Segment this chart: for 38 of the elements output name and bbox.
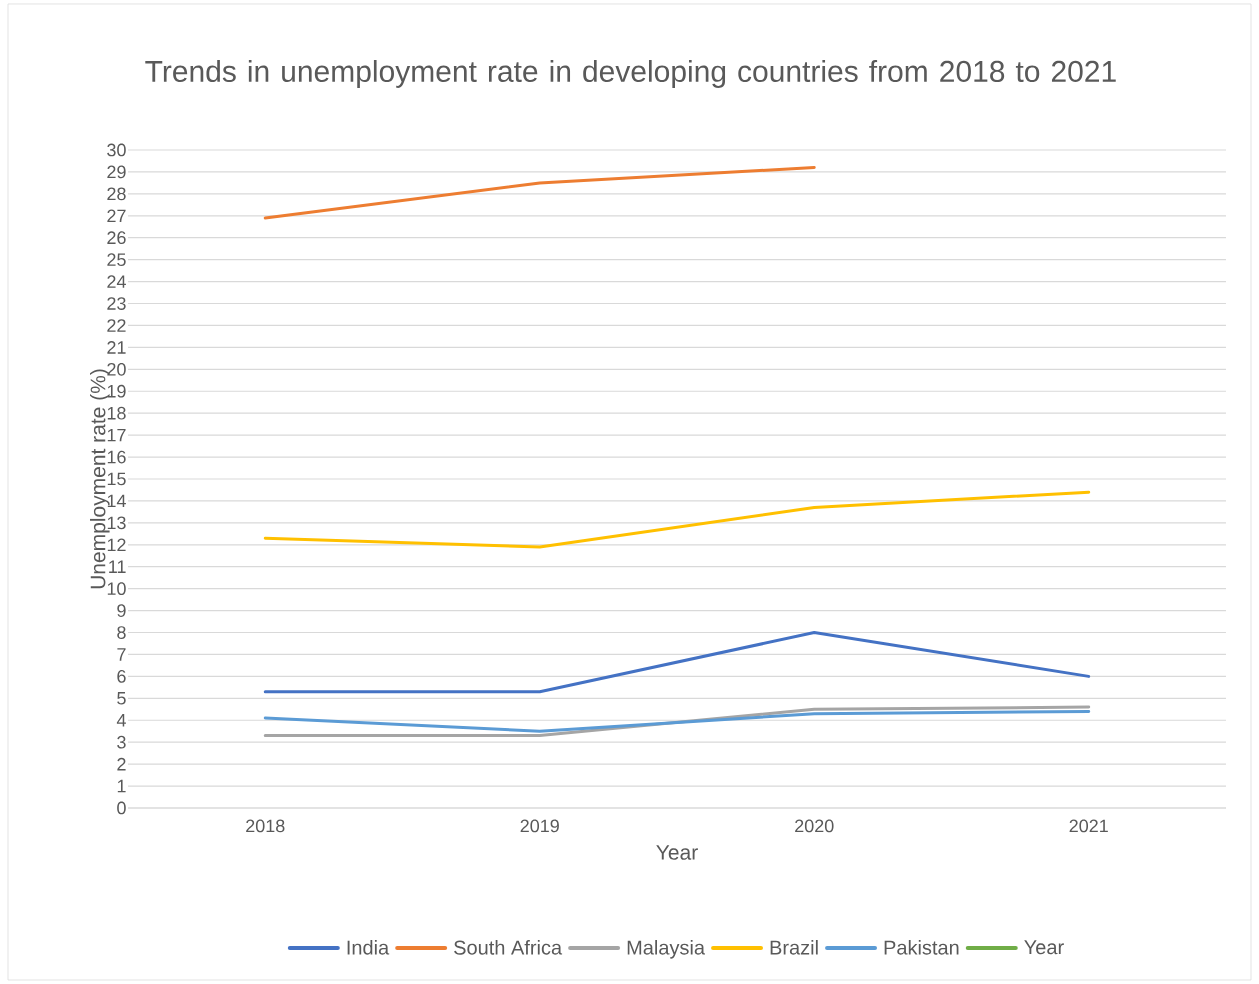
legend-label: Brazil (770, 939, 818, 955)
y-tick-label: 4 (116, 714, 126, 727)
y-tick-label: 6 (117, 670, 126, 683)
chart-title: Trends in unemployment rate in developing countries from 2018 to 2021 (145, 60, 1116, 88)
y-tick-label: 11 (109, 560, 126, 573)
y-tick-label: 1 (117, 779, 126, 793)
legend-label: Pakistan (884, 939, 959, 955)
legend-label: India (347, 939, 390, 955)
x-tick-label: 2019 (520, 819, 559, 833)
y-tick-label: 25 (107, 253, 126, 267)
y-tick-label: 22 (107, 319, 126, 332)
y-tick-label: 30 (107, 143, 126, 157)
y-tick-label: 23 (107, 297, 126, 310)
x-tick-label: 2021 (1069, 819, 1108, 833)
legend-label: South Africa (454, 939, 563, 955)
y-tick-label: 8 (117, 626, 126, 639)
y-tick-label: 21 (107, 341, 126, 354)
y-tick-label: 7 (117, 648, 126, 661)
y-tick-label: 3 (117, 735, 126, 749)
line-series (263, 490, 1091, 549)
y-tick-label: 0 (117, 801, 126, 815)
legend-label: Malaysia (627, 939, 706, 959)
x-tick-label: 2018 (246, 819, 285, 833)
y-tick-label: 10 (107, 582, 126, 596)
y-tick-label: 27 (107, 209, 126, 223)
y-tick-label: 29 (107, 165, 126, 179)
legend-label: Year (1024, 940, 1064, 955)
y-tick-label: 9 (117, 604, 126, 617)
x-axis-title: Year (656, 845, 698, 860)
y-tick-label: 17 (107, 428, 126, 442)
y-tick-label: 18 (107, 406, 126, 420)
y-tick-label: 28 (107, 187, 126, 201)
y-tick-label: 24 (107, 275, 126, 288)
y-tick-label: 26 (107, 231, 126, 245)
x-tick-label: 2020 (795, 819, 834, 833)
y-tick-label: 2 (117, 757, 126, 771)
y-tick-label: 19 (107, 384, 126, 398)
y-tick-label: 5 (117, 692, 126, 705)
